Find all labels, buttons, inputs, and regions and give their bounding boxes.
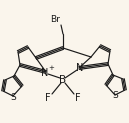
Text: B: B xyxy=(59,75,67,85)
Text: F: F xyxy=(75,93,81,103)
Text: N: N xyxy=(41,68,49,78)
Text: +: + xyxy=(48,65,54,71)
Text: Br: Br xyxy=(50,15,60,24)
Text: S: S xyxy=(10,92,16,101)
Text: F: F xyxy=(45,93,51,103)
Text: N: N xyxy=(76,63,84,73)
Text: S: S xyxy=(112,92,118,100)
